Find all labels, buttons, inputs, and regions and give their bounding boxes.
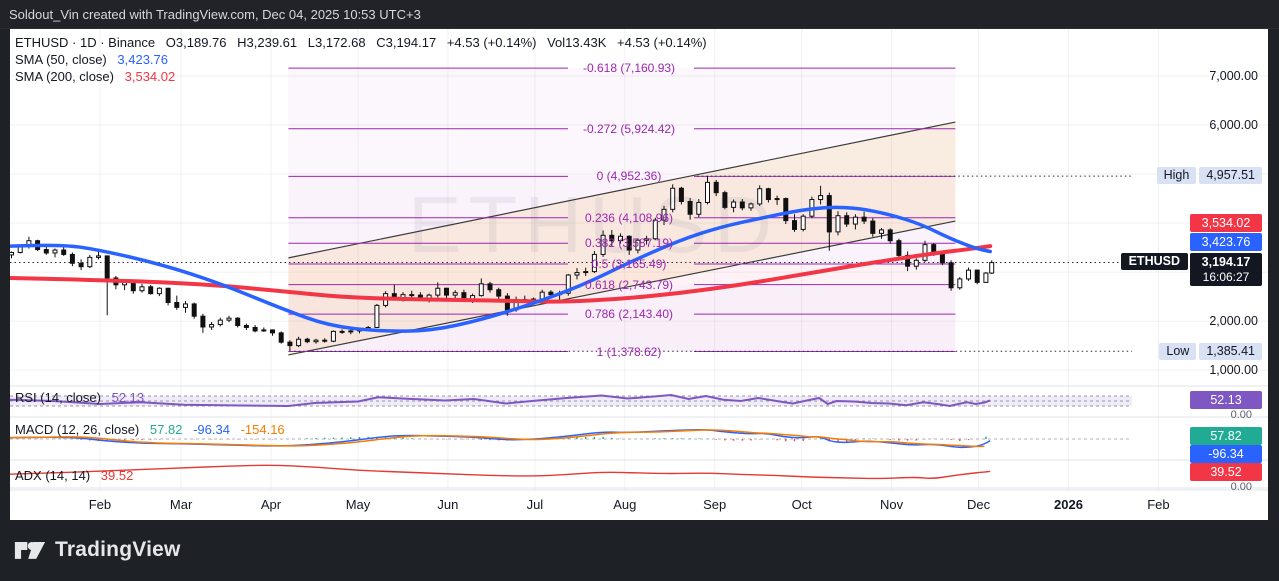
sma200-value: 3,534.02 xyxy=(124,69,176,84)
sma50-value: 3,423.76 xyxy=(117,52,168,67)
rsi-badge: 52.13 xyxy=(1190,391,1262,409)
high-marker: High 4,957.51 xyxy=(1156,167,1262,184)
macd-signal-value: -154.16 xyxy=(240,422,285,437)
ohlc-high: H3,239.61 xyxy=(237,35,298,50)
adx-value: 39.52 xyxy=(100,468,134,483)
symbol-title: ETHUSD · 1D · Binance xyxy=(15,35,156,50)
time-axis-label: 2026 xyxy=(1054,497,1083,512)
bar-countdown: 16:06:27 xyxy=(1202,270,1250,284)
low-marker-label: Low xyxy=(1159,343,1197,360)
ohlc-close: C3,194.17 xyxy=(376,35,437,50)
sma50-line xyxy=(10,205,992,333)
sma50-label: SMA (50, close) xyxy=(15,52,107,67)
brand-name: TradingView xyxy=(55,538,181,561)
adx-legend[interactable]: ADX (14, 14) 39.52 xyxy=(15,468,140,483)
macd-signal-line xyxy=(10,429,985,448)
time-axis-label: Oct xyxy=(791,497,812,512)
macd-legend[interactable]: MACD (12, 26, close) 57.82 -96.34 -154.1… xyxy=(15,422,292,437)
rsi-value: 52.13 xyxy=(111,390,145,405)
time-axis-label: Dec xyxy=(967,497,991,512)
symbol-badge: ETHUSD xyxy=(1120,253,1188,270)
price-axis-tick[interactable]: 2,000.00 xyxy=(1209,314,1258,328)
last-price-badge: 3,194.17 16:06:27 xyxy=(1190,253,1262,286)
ohlc-open: O3,189.76 xyxy=(165,35,227,50)
time-axis-label: Nov xyxy=(880,497,904,512)
price-plot[interactable] xyxy=(10,29,1268,520)
sma50-legend-row[interactable]: SMA (50, close) 3,423.76 xyxy=(15,51,714,68)
macd-line-badge: -96.34 xyxy=(1190,445,1262,463)
sma200-label: SMA (200, close) xyxy=(15,69,114,84)
time-axis-label: Aug xyxy=(613,497,637,512)
attribution-bar: Soldout_Vin created with TradingView.com… xyxy=(0,0,1279,29)
adx-line xyxy=(10,464,991,480)
price-change: +4.53 (+0.14%) xyxy=(446,35,537,50)
sma200-line xyxy=(10,244,993,304)
symbol-legend-row[interactable]: ETHUSD · 1D · Binance O3,189.76 H3,239.6… xyxy=(15,34,714,51)
high-marker-label: High xyxy=(1156,167,1197,184)
adx-badge: 39.52 xyxy=(1190,463,1262,481)
rsi-legend[interactable]: RSI (14, close) 52.13 xyxy=(15,390,151,405)
macd-label: MACD (12, 26, close) xyxy=(15,422,140,437)
volume-value: Vol13.43K xyxy=(547,35,607,50)
tradingview-logo-icon xyxy=(14,542,46,559)
time-axis-label: May xyxy=(345,497,371,512)
attribution-text: Soldout_Vin created with TradingView.com… xyxy=(9,7,421,22)
ohlc-low: L3,172.68 xyxy=(307,35,366,50)
adx-label: ADX (14, 14) xyxy=(15,468,91,483)
sma200-price-badge: 3,534.02 xyxy=(1190,214,1262,232)
high-marker-value: 4,957.51 xyxy=(1199,167,1262,184)
price-axis-tick[interactable]: 7,000.00 xyxy=(1209,69,1258,83)
rsi-line xyxy=(10,393,991,408)
sma50-price-badge: 3,423.76 xyxy=(1190,233,1262,251)
tradingview-brand[interactable]: TradingView xyxy=(14,536,181,564)
time-axis-label: Mar xyxy=(169,497,193,512)
price-axis-tick[interactable]: 1,000.00 xyxy=(1209,363,1258,377)
adx-scale-floor: 0.00 xyxy=(1230,481,1252,493)
time-axis-label: Jul xyxy=(526,497,544,512)
rsi-scale-floor: 0.00 xyxy=(1230,409,1252,421)
price-axis-tick[interactable]: 6,000.00 xyxy=(1209,118,1258,132)
time-axis-label: Feb xyxy=(88,497,112,512)
candles xyxy=(10,176,995,352)
volume-change: +4.53 (+0.14%) xyxy=(617,35,707,50)
macd-line-value: -96.34 xyxy=(193,422,230,437)
rsi-label: RSI (14, close) xyxy=(15,390,101,405)
time-axis-label: Feb xyxy=(1147,497,1170,512)
sma200-legend-row[interactable]: SMA (200, close) 3,534.02 xyxy=(15,68,714,85)
time-axis-label: Sep xyxy=(703,497,727,512)
footer-bar: TradingView xyxy=(0,520,1279,581)
last-price-value: 3,194.17 xyxy=(1201,255,1251,269)
time-axis-label: Apr xyxy=(260,497,282,512)
macd-hist-badge: 57.82 xyxy=(1190,427,1262,445)
chart-legend[interactable]: ETHUSD · 1D · Binance O3,189.76 H3,239.6… xyxy=(15,34,714,85)
time-axis-label: Jun xyxy=(437,497,459,512)
low-marker: Low 1,385.41 xyxy=(1159,343,1262,360)
chart-area[interactable]: ETHUSD ETHUSD · 1D · Binance O3,189.76 H… xyxy=(10,29,1268,520)
low-marker-value: 1,385.41 xyxy=(1199,343,1262,360)
macd-hist-value: 57.82 xyxy=(149,422,183,437)
